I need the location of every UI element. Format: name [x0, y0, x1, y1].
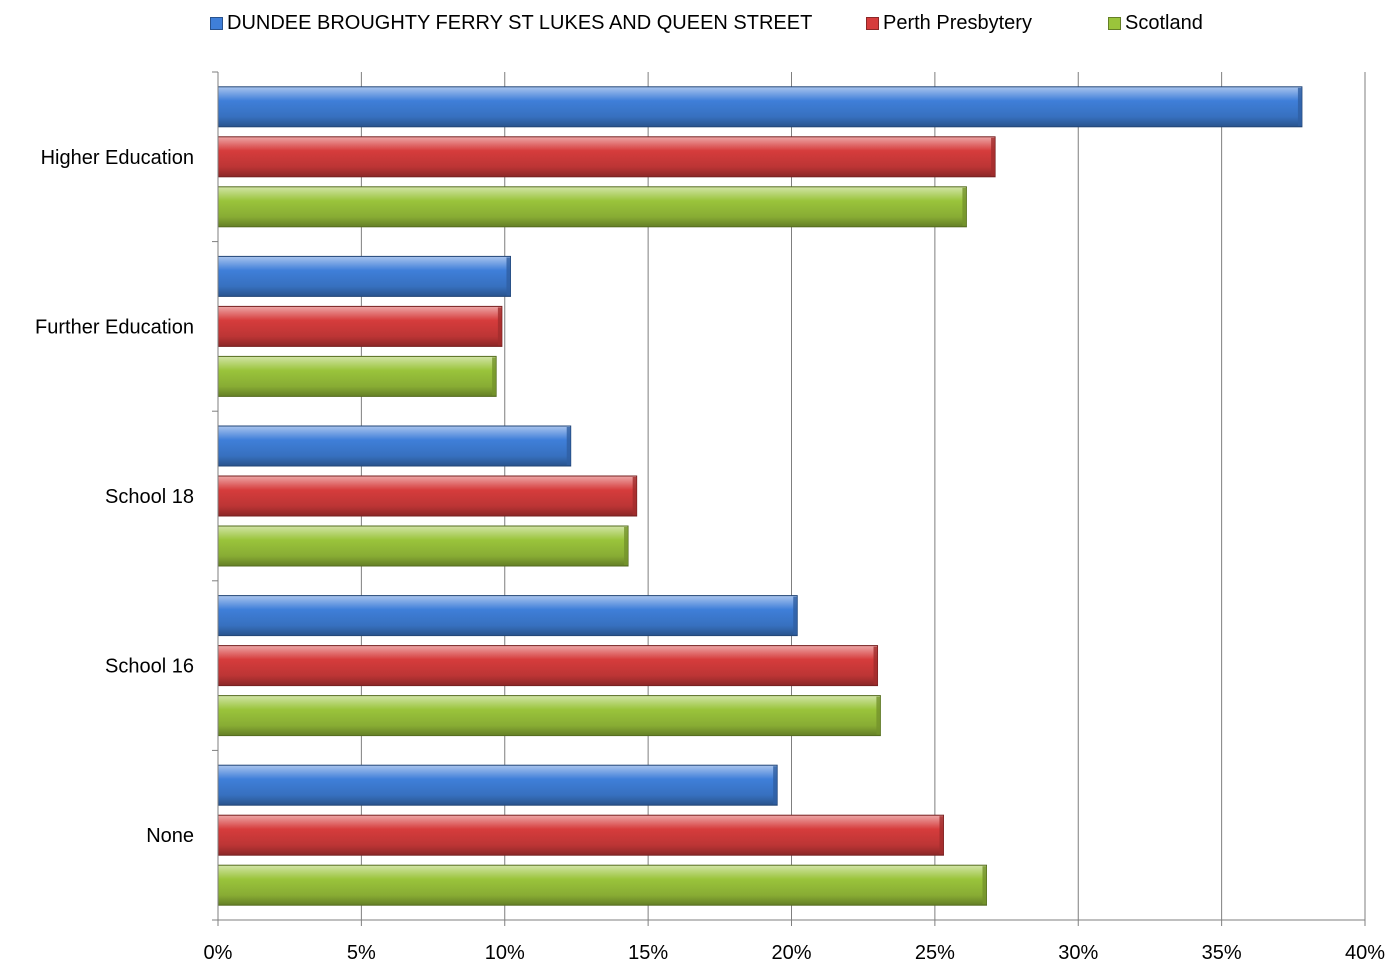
x-tick-label: 40% — [1345, 942, 1385, 963]
bar-none-series-3 — [217, 864, 987, 906]
legend-label-dundee: DUNDEE BROUGHTY FERRY ST LUKES AND QUEEN… — [227, 11, 813, 34]
bar-school-18-series-2 — [217, 475, 638, 517]
x-tick-label: 0% — [204, 942, 233, 963]
bar-end-cap — [873, 646, 878, 685]
bar-end-cap — [876, 696, 881, 735]
category-label: None — [146, 825, 194, 847]
bar-higher-education-series-2 — [217, 136, 996, 178]
x-tick-label: 25% — [915, 942, 955, 963]
bar-end-cap — [991, 137, 996, 176]
bar-school-16-series-1 — [217, 595, 798, 637]
legend-swatch-scotland — [1108, 16, 1121, 30]
bar-further-education-series-1 — [217, 255, 511, 297]
legend-swatch-dundee — [210, 16, 223, 30]
bar-school-16-series-3 — [217, 695, 881, 737]
bar-school-18-series-3 — [217, 525, 629, 567]
bar-layer — [217, 86, 1303, 906]
x-tick-label: 5% — [347, 942, 376, 963]
bar-end-cap — [492, 357, 497, 396]
category-label: School 16 — [105, 656, 194, 678]
legend-swatch-perth — [866, 16, 879, 30]
legend-item-perth: Perth Presbytery — [866, 8, 1032, 38]
x-tick-label: 20% — [771, 942, 811, 963]
bar-school-18-series-1 — [217, 425, 572, 467]
legend-label-scotland: Scotland — [1125, 11, 1203, 34]
category-label: Further Education — [35, 316, 194, 338]
bar-end-cap — [939, 816, 944, 855]
bar-none-series-2 — [217, 814, 944, 856]
bar-end-cap — [793, 596, 798, 635]
x-tick-label: 30% — [1058, 942, 1098, 963]
x-tick-label: 15% — [628, 942, 668, 963]
bar-end-cap — [624, 527, 629, 565]
bar-end-cap — [982, 866, 987, 905]
bar-school-16-series-2 — [217, 645, 879, 687]
bar-further-education-series-2 — [217, 305, 503, 347]
bar-higher-education-series-1 — [217, 86, 1303, 128]
bar-end-cap — [506, 257, 511, 296]
legend-item-dundee: DUNDEE BROUGHTY FERRY ST LUKES AND QUEEN… — [210, 8, 812, 38]
bar-higher-education-series-3 — [217, 186, 967, 228]
category-label: Higher Education — [41, 147, 194, 169]
bar-end-cap — [632, 477, 637, 515]
bar-end-cap — [962, 187, 967, 226]
label-layer: 0% 5% 10% 15% 20% 25% 30% 35% 40% Higher Educatio… — [35, 147, 1385, 963]
bar-none-series-1 — [217, 764, 778, 806]
x-tick-label: 35% — [1202, 942, 1242, 963]
legend-item-scotland: Scotland — [1108, 8, 1203, 38]
chart-legend: DUNDEE BROUGHTY FERRY ST LUKES AND QUEEN… — [0, 8, 1391, 38]
bar-end-cap — [566, 427, 571, 465]
category-label: School 18 — [105, 486, 194, 508]
bar-end-cap — [773, 766, 778, 805]
x-tick-label: 10% — [485, 942, 525, 963]
bar-end-cap — [1297, 87, 1302, 126]
bar-further-education-series-3 — [217, 355, 497, 397]
bar-end-cap — [497, 307, 502, 346]
axis-layer — [212, 71, 1366, 926]
legend-label-perth: Perth Presbytery — [883, 11, 1032, 34]
